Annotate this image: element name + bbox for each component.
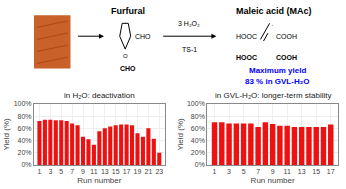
svg-text:CHO: CHO	[120, 65, 136, 72]
svg-text:15: 15	[112, 168, 120, 175]
svg-text:COOH: COOH	[276, 33, 297, 40]
svg-text:17: 17	[123, 168, 131, 175]
svg-text:Furfural: Furfural	[111, 6, 145, 16]
svg-text:21: 21	[144, 168, 152, 175]
svg-text:100%: 100%	[187, 100, 205, 107]
svg-text:5: 5	[59, 168, 63, 175]
svg-text:19: 19	[134, 168, 142, 175]
svg-text:23: 23	[155, 168, 163, 175]
svg-text:60%: 60%	[191, 125, 205, 132]
svg-text:3: 3	[227, 168, 231, 175]
svg-text:100%: 100%	[14, 100, 32, 107]
svg-text:1: 1	[37, 168, 41, 175]
svg-text:40%: 40%	[191, 137, 205, 144]
svg-text:11: 11	[90, 168, 97, 175]
svg-text:3: 3	[48, 168, 52, 175]
svg-text:83 % in GVL-H₂O: 83 % in GVL-H₂O	[245, 77, 309, 86]
svg-text:CHO: CHO	[135, 33, 151, 40]
svg-text:Run number: Run number	[251, 176, 295, 185]
svg-text:9: 9	[271, 168, 275, 175]
svg-text:20%: 20%	[18, 149, 32, 156]
svg-text:in GVL-H₂O: longer-term stabil: in GVL-H₂O: longer-term stability	[215, 91, 331, 100]
svg-text:40%: 40%	[18, 137, 32, 144]
svg-text:13: 13	[298, 168, 306, 175]
svg-text:0%: 0%	[21, 161, 31, 168]
svg-text:5: 5	[242, 168, 246, 175]
svg-text:COOH: COOH	[276, 54, 297, 61]
svg-text:1: 1	[213, 168, 217, 175]
svg-text:0%: 0%	[195, 161, 205, 168]
svg-text:80%: 80%	[18, 113, 32, 120]
svg-text:7: 7	[70, 168, 74, 175]
svg-text:80%: 80%	[191, 113, 205, 120]
svg-text:Maleic acid (MAc): Maleic acid (MAc)	[236, 6, 312, 16]
svg-text:7: 7	[256, 168, 260, 175]
svg-text:in H₂O: deactivation: in H₂O: deactivation	[64, 91, 135, 100]
svg-text:9: 9	[81, 168, 85, 175]
svg-text:11: 11	[284, 168, 291, 175]
svg-text:Maximum yield: Maximum yield	[249, 66, 306, 75]
svg-text:Yield (%): Yield (%)	[2, 118, 11, 150]
svg-text:15: 15	[312, 168, 320, 175]
svg-text:TS-1: TS-1	[182, 46, 197, 53]
svg-text:20%: 20%	[191, 149, 205, 156]
svg-text:HOOC: HOOC	[236, 54, 257, 61]
svg-text:O: O	[123, 53, 128, 59]
svg-text:3 H₂O₂: 3 H₂O₂	[178, 20, 200, 27]
svg-text:60%: 60%	[18, 125, 32, 132]
svg-text:Yield (%): Yield (%)	[176, 118, 185, 150]
svg-text:HOOC: HOOC	[236, 33, 257, 40]
svg-text:17: 17	[327, 168, 335, 175]
svg-text:Run number: Run number	[77, 176, 121, 185]
svg-text:13: 13	[101, 168, 109, 175]
